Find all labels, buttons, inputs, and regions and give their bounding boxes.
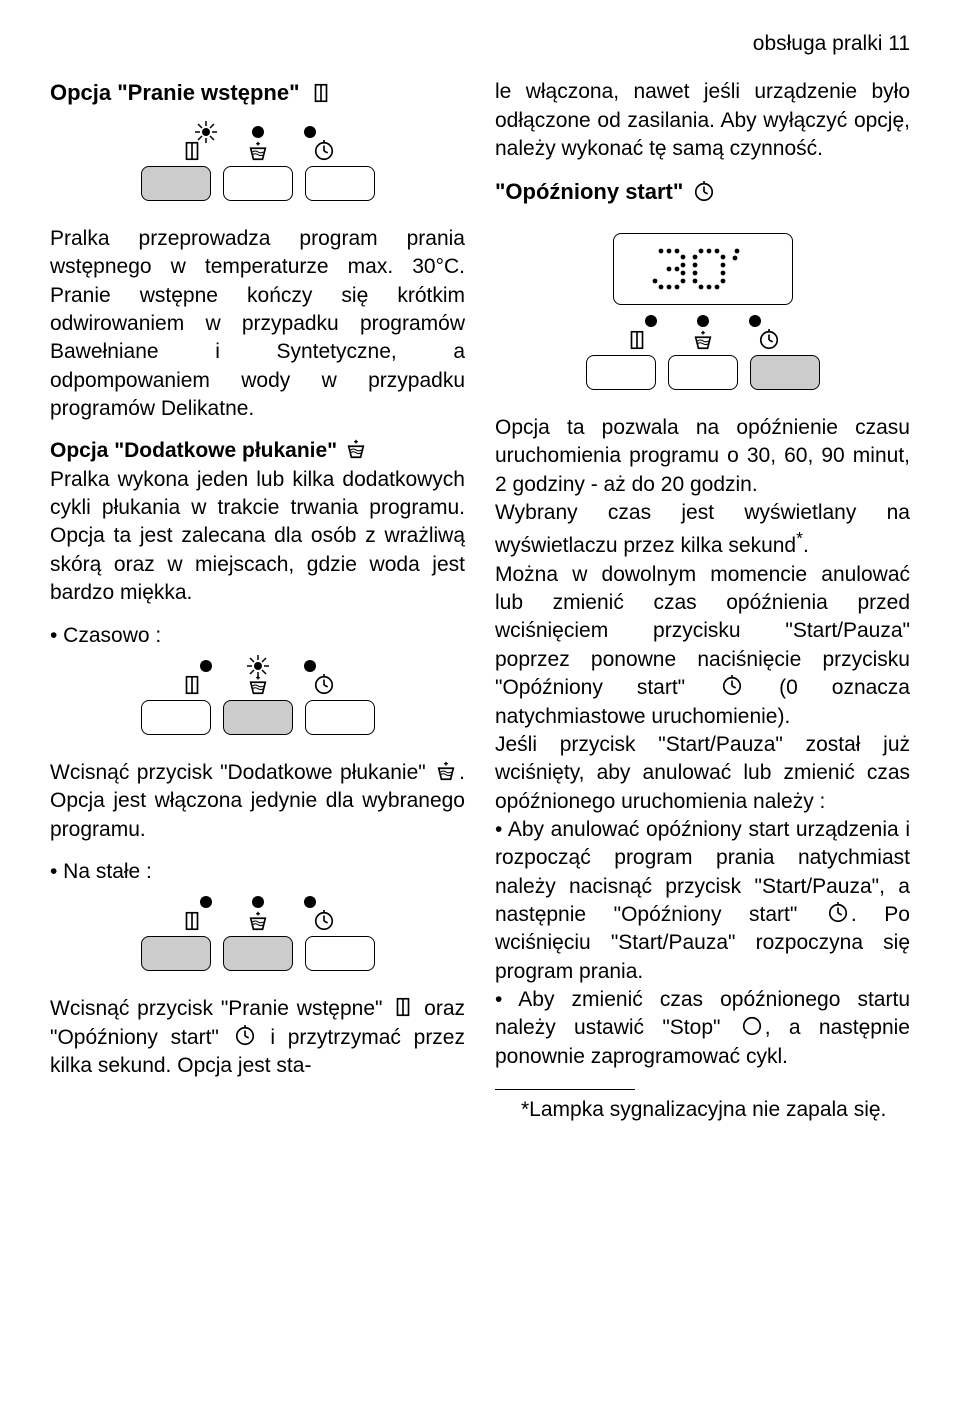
led3 <box>304 126 316 138</box>
btn-prewash[interactable] <box>586 355 656 390</box>
panel-rinse-temp <box>50 660 465 735</box>
para-rinse-desc: Pralka wykona jeden lub kilka dodatkowyc… <box>50 468 465 604</box>
led2 <box>252 896 264 908</box>
left-column: Opcja "Pranie wstępne" Pralka przeprowad… <box>50 78 465 1124</box>
heading-prewash: Opcja "Pranie wstępne" <box>50 78 465 108</box>
rinse-plus-icon <box>692 329 714 351</box>
btn-prewash[interactable] <box>141 166 211 201</box>
display-30-icon <box>643 243 763 295</box>
asterisk: * <box>796 528 803 548</box>
right-column: le włączona, nawet jeśli urządzenie było… <box>495 78 910 1124</box>
panel-delay-start <box>495 225 910 390</box>
clock-icon <box>313 140 335 162</box>
heading-prewash-text: Opcja "Pranie wstępne" <box>50 78 300 108</box>
para-delay-body: Opcja ta pozwala na opóźnienie czasu uru… <box>495 414 910 1071</box>
prewash-icon <box>181 674 203 696</box>
btn-delay[interactable] <box>305 700 375 735</box>
clock-icon <box>313 674 335 696</box>
para-perm-instructions: Wcisnąć przycisk "Pranie wstępne" oraz "… <box>50 995 465 1080</box>
stop-circle-icon <box>739 1015 765 1037</box>
btn-delay[interactable] <box>305 936 375 971</box>
footnote-divider <box>495 1089 635 1090</box>
panel-prewash <box>50 126 465 201</box>
para-temp-instructions: Wcisnąć przycisk "Dodatkowe płukanie" . … <box>50 759 465 844</box>
btn-rinse[interactable] <box>668 355 738 390</box>
heading-delay-text: "Opóźniony start" <box>495 177 683 207</box>
prewash-icon <box>181 910 203 932</box>
heading-rinse-block: Opcja "Dodatkowe płukanie" Pralka wykona… <box>50 437 465 607</box>
heading-rinse-text: Opcja "Dodatkowe płukanie" <box>50 439 337 462</box>
clock-icon <box>825 902 851 924</box>
clock-icon <box>232 1025 258 1047</box>
page-header: obsługa pralki 11 <box>50 30 910 58</box>
bullet-permanent: • Na stałe : <box>50 858 465 886</box>
clock-icon <box>691 181 717 203</box>
led2-burst-icon <box>252 660 264 672</box>
led2 <box>252 126 264 138</box>
led3 <box>749 315 761 327</box>
led1-burst-icon <box>200 126 212 138</box>
perm-text-a: Wcisnąć przycisk "Pranie wstępne" <box>50 997 382 1020</box>
para-col2-continued: le włączona, nawet jeśli urządzenie było… <box>495 78 910 163</box>
prewash-icon <box>390 996 416 1018</box>
btn-rinse[interactable] <box>223 700 293 735</box>
led1 <box>645 315 657 327</box>
clock-icon <box>719 675 745 697</box>
footnote: *Lampka sygnalizacyjna nie zapala się. <box>495 1096 910 1124</box>
delay-b-end: . <box>803 534 809 557</box>
bullet-temporary: • Czasowo : <box>50 622 465 650</box>
prewash-icon <box>308 82 334 104</box>
btn-delay[interactable] <box>305 166 375 201</box>
temp-text-a: Wcisnąć przycisk "Dodatkowe płukanie" <box>50 761 426 784</box>
led1 <box>200 896 212 908</box>
clock-icon <box>313 910 335 932</box>
prewash-icon <box>626 329 648 351</box>
btn-rinse[interactable] <box>223 936 293 971</box>
rinse-plus-icon <box>247 910 269 932</box>
btn-prewash[interactable] <box>141 936 211 971</box>
two-column-layout: Opcja "Pranie wstępne" Pralka przeprowad… <box>50 78 910 1124</box>
led1 <box>200 660 212 672</box>
delay-display <box>613 233 793 305</box>
delay-b: Wybrany czas jest wyświetlany na wyświet… <box>495 501 910 557</box>
panel-rinse-perm <box>50 896 465 971</box>
delay-a: Opcja ta pozwala na opóźnienie czasu uru… <box>495 416 910 496</box>
heading-delay-start: "Opóźniony start" <box>495 177 910 207</box>
led3 <box>304 660 316 672</box>
rinse-plus-icon <box>247 140 269 162</box>
delay-d: Jeśli przycisk "Start/Pauza" został już … <box>495 733 910 813</box>
btn-rinse[interactable] <box>223 166 293 201</box>
btn-delay[interactable] <box>750 355 820 390</box>
clock-icon <box>758 329 780 351</box>
rinse-plus-icon <box>343 438 369 460</box>
led2 <box>697 315 709 327</box>
para-prewash-desc: Pralka przeprowadza program prania wstęp… <box>50 225 465 423</box>
btn-prewash[interactable] <box>141 700 211 735</box>
rinse-plus-icon <box>433 760 459 782</box>
led3 <box>304 896 316 908</box>
